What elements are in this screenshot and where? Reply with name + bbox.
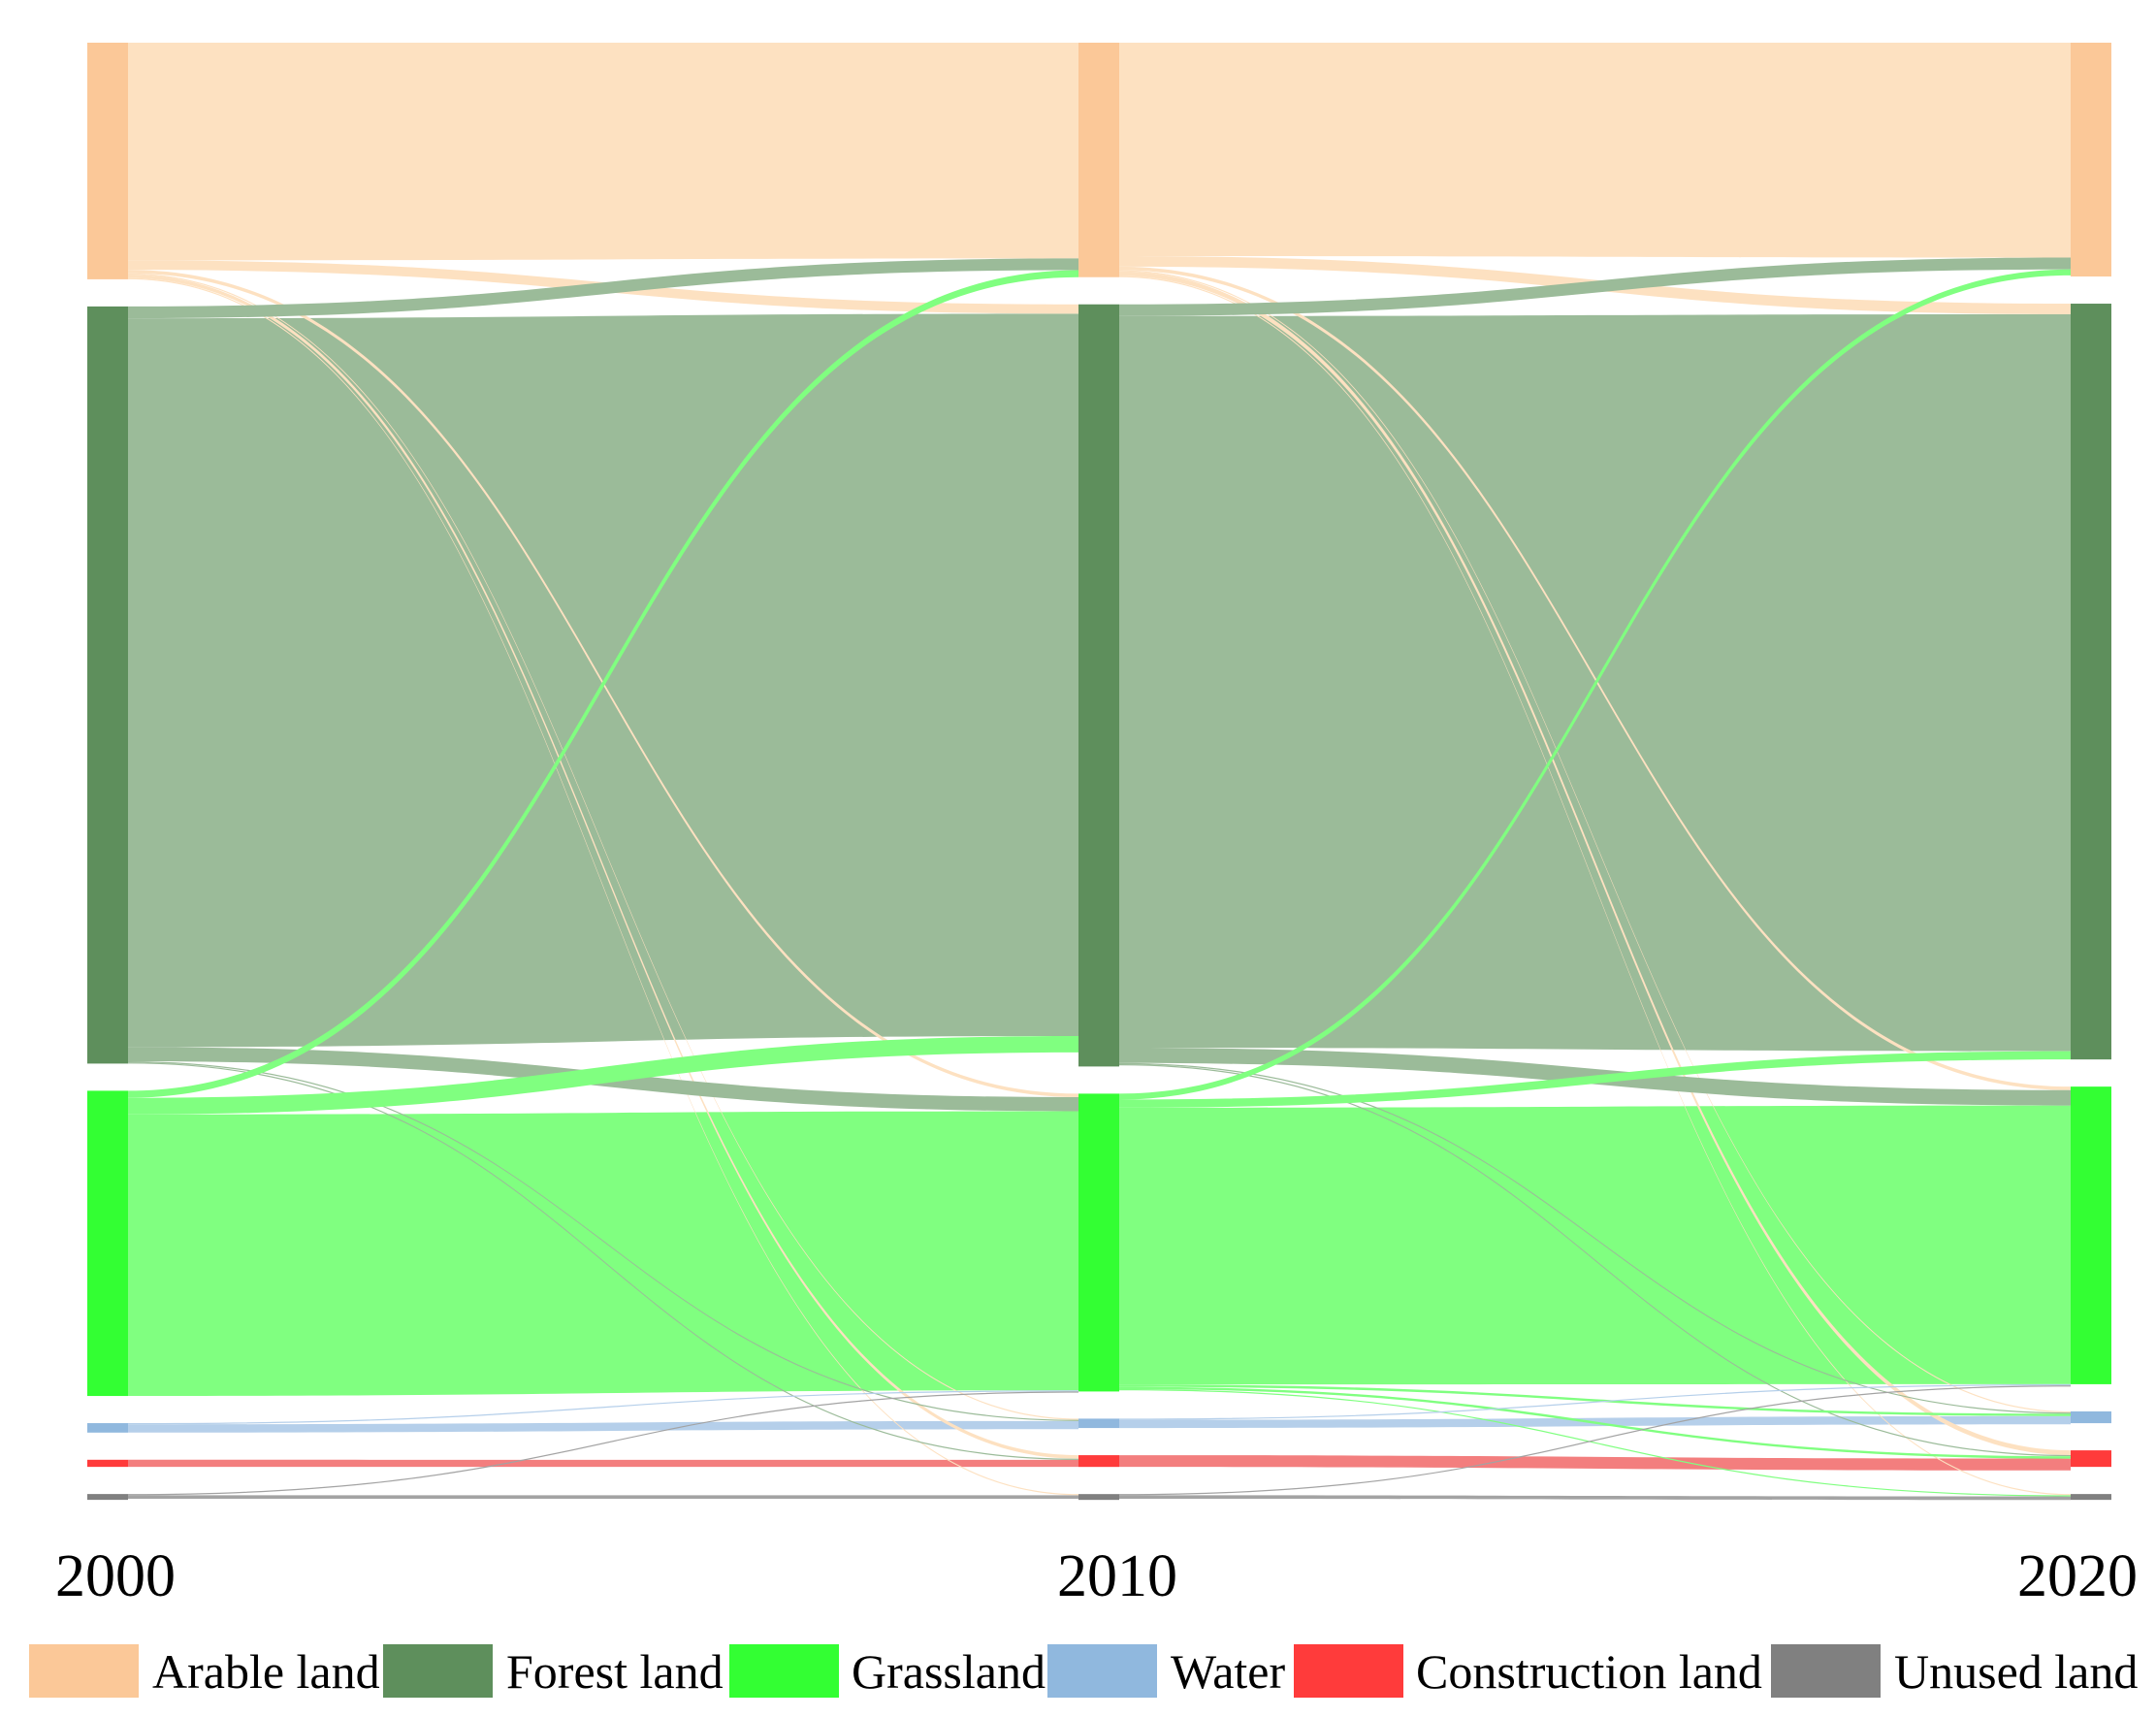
node-2000-arable bbox=[87, 43, 128, 279]
flow-2000-2010-grass-to-grass bbox=[128, 1111, 1078, 1397]
node-2020-grass bbox=[2071, 1086, 2111, 1384]
flow-2010-2020-unused-to-grass bbox=[1119, 1385, 2071, 1496]
node-2010-construction bbox=[1078, 1455, 1119, 1468]
node-2020-forest bbox=[2071, 304, 2111, 1060]
flow-2000-2010-arable-to-arable bbox=[128, 43, 1078, 261]
flow-2000-2010-water-to-grass bbox=[128, 1390, 1078, 1425]
flow-2010-2020-arable-to-arable bbox=[1119, 43, 2071, 258]
year-labels: 2000 2010 2020 bbox=[55, 1543, 2138, 1609]
legend-swatch-arable bbox=[29, 1644, 139, 1698]
node-2010-water bbox=[1078, 1418, 1119, 1429]
legend-swatch-forest bbox=[383, 1644, 493, 1698]
node-2010-unused bbox=[1078, 1494, 1119, 1501]
flow-2010-2020-water-to-grass bbox=[1119, 1383, 2071, 1420]
node-2010-arable bbox=[1078, 43, 1119, 277]
flow-2010-2020-unused-to-unused bbox=[1119, 1495, 2071, 1501]
flow-2000-2010-arable-to-construction bbox=[128, 275, 1078, 1459]
legend-label-unused: Unused land bbox=[1894, 1644, 2138, 1699]
flow-2010-2020-grass-to-construction bbox=[1119, 1386, 2071, 1459]
legend-swatch-water bbox=[1047, 1644, 1157, 1698]
nodes-layer bbox=[87, 43, 2111, 1501]
flow-2010-2020-arable-to-construction bbox=[1119, 271, 2071, 1455]
flow-2000-2010-construction-to-construction bbox=[128, 1459, 1078, 1468]
legend: Arable land Forest land Grassland Water Cons… bbox=[29, 1644, 2138, 1699]
flow-2010-2020-arable-to-grass bbox=[1119, 266, 2071, 1090]
legend-label-construction: Construction land bbox=[1416, 1644, 1762, 1699]
flow-2010-2020-grass-to-arable bbox=[1119, 269, 2071, 1100]
legend-label-forest: Forest land bbox=[506, 1644, 724, 1699]
legend-label-arable: Arable land bbox=[152, 1644, 380, 1699]
node-2000-unused bbox=[87, 1494, 128, 1501]
year-label-2000: 2000 bbox=[55, 1543, 176, 1609]
legend-swatch-construction bbox=[1294, 1644, 1403, 1698]
flow-2010-2020-forest-to-construction bbox=[1119, 1063, 2071, 1457]
flows-layer bbox=[128, 43, 2071, 1501]
flow-2010-2020-forest-to-water bbox=[1119, 1062, 2071, 1414]
flow-2010-2020-grass-to-unused bbox=[1119, 1388, 2071, 1497]
year-label-2020: 2020 bbox=[2017, 1543, 2138, 1609]
flow-2000-2010-arable-to-unused bbox=[128, 277, 1078, 1496]
flow-2010-2020-grass-to-grass bbox=[1119, 1105, 2071, 1385]
flow-2000-2010-grass-to-arable bbox=[128, 270, 1078, 1098]
flow-2000-2010-forest-to-forest bbox=[128, 313, 1078, 1048]
node-2000-grass bbox=[87, 1090, 128, 1397]
node-2010-forest bbox=[1078, 304, 1119, 1067]
flow-2000-2010-unused-to-grass bbox=[128, 1391, 1078, 1496]
node-2000-water bbox=[87, 1423, 128, 1433]
flow-2000-2010-grass-to-forest bbox=[128, 1035, 1078, 1115]
node-2020-construction bbox=[2071, 1450, 2111, 1468]
flow-2000-2010-forest-to-construction bbox=[128, 1062, 1078, 1460]
flow-2010-2020-grass-to-forest bbox=[1119, 1051, 2071, 1108]
flow-2010-2020-grass-to-water bbox=[1119, 1384, 2071, 1416]
node-2020-unused bbox=[2071, 1494, 2111, 1501]
node-2020-water bbox=[2071, 1410, 2111, 1424]
flow-2000-2010-unused-to-unused bbox=[128, 1495, 1078, 1499]
legend-label-water: Water bbox=[1171, 1644, 1285, 1699]
legend-swatch-unused bbox=[1771, 1644, 1881, 1698]
flow-2010-2020-arable-to-water bbox=[1119, 270, 2071, 1413]
flow-2010-2020-arable-to-unused bbox=[1119, 276, 2071, 1496]
flow-2000-2010-arable-to-water bbox=[128, 273, 1078, 1420]
node-2010-grass bbox=[1078, 1093, 1119, 1392]
year-label-2010: 2010 bbox=[1057, 1543, 1177, 1609]
flow-2000-2010-water-to-water bbox=[128, 1420, 1078, 1433]
node-2000-forest bbox=[87, 306, 128, 1064]
flow-2000-2010-forest-to-water bbox=[128, 1060, 1078, 1421]
legend-swatch-grass bbox=[729, 1644, 839, 1698]
node-2020-arable bbox=[2071, 43, 2111, 277]
flow-2010-2020-forest-to-arable bbox=[1119, 257, 2071, 316]
flow-2000-2010-forest-to-arable bbox=[128, 258, 1078, 319]
flow-2010-2020-construction-to-construction bbox=[1119, 1455, 2071, 1471]
legend-label-grass: Grassland bbox=[852, 1644, 1046, 1699]
node-2000-construction bbox=[87, 1459, 128, 1468]
